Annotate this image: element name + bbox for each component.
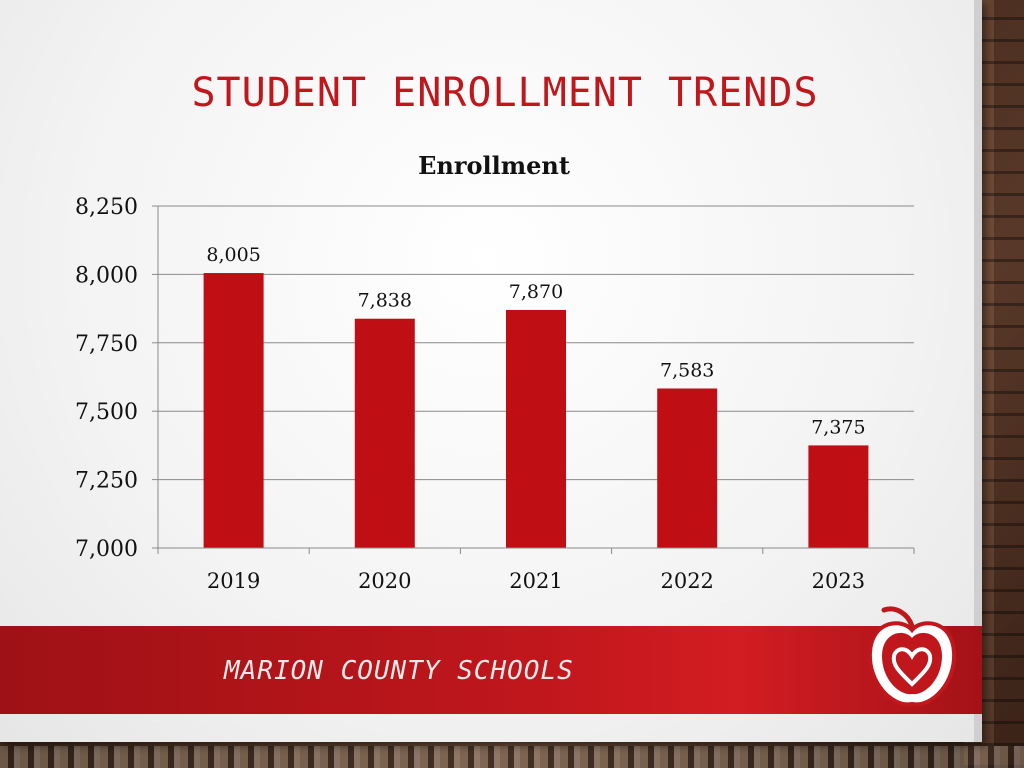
y-tick-label: 7,500 <box>75 400 138 425</box>
enrollment-bar-chart: Enrollment 7,000 7,250 7,500 7,750 8,000 8,25… <box>75 151 915 593</box>
data-label: 8,005 <box>206 244 260 266</box>
x-tick-label: 2021 <box>509 569 562 593</box>
footer-band <box>0 626 982 714</box>
y-tick-label: 7,750 <box>75 332 138 357</box>
apple-heart-icon <box>867 606 957 707</box>
y-tick-label: 8,000 <box>75 263 138 288</box>
y-tick-label: 8,250 <box>75 195 138 220</box>
bars <box>203 273 869 548</box>
bar <box>354 318 415 548</box>
x-tick-label: 2020 <box>358 569 411 593</box>
labels: 7,000 7,250 7,500 7,750 8,000 8,250 8,005 2019 7… <box>75 195 866 593</box>
data-label: 7,838 <box>358 290 412 312</box>
x-tick-label: 2019 <box>207 569 260 593</box>
y-tick-label: 7,000 <box>75 537 138 562</box>
data-label: 7,583 <box>660 359 714 381</box>
data-label: 7,870 <box>509 281 563 303</box>
x-tick-label: 2023 <box>812 569 865 593</box>
slide-title: STUDENT ENROLLMENT TRENDS <box>191 70 819 116</box>
slide <box>0 0 982 742</box>
data-label: 7,375 <box>811 416 865 438</box>
bar <box>506 309 566 548</box>
chart-title: Enrollment <box>418 151 570 180</box>
bar <box>203 273 264 548</box>
bottom-wall-background <box>0 746 1024 768</box>
bar <box>808 445 869 548</box>
axes <box>152 205 915 554</box>
bar <box>657 388 718 548</box>
x-tick-label: 2022 <box>660 569 713 593</box>
footer-school-name: MARION COUNTY SCHOOLS <box>224 656 574 686</box>
y-tick-label: 7,250 <box>75 469 138 494</box>
